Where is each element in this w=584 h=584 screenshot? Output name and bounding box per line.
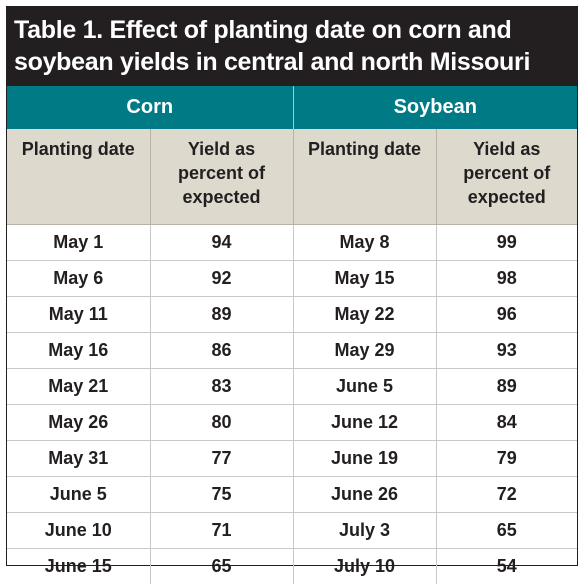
soybean-planting-date-cell: June 26 (293, 477, 436, 513)
corn-yield-cell: 83 (150, 369, 293, 405)
soybean-yield-cell: 99 (436, 225, 577, 261)
group-header-row: Corn Soybean (7, 86, 577, 129)
soybean-planting-date-cell: May 8 (293, 225, 436, 261)
soybean-planting-date-cell: July 10 (293, 549, 436, 584)
soybean-planting-date-cell: June 12 (293, 405, 436, 441)
table-title-line-2: soybean yields in central and north Miss… (14, 46, 569, 78)
corn-planting-date-cell: May 1 (7, 225, 150, 261)
group-header-soybean: Soybean (293, 86, 577, 129)
table-title: Table 1. Effect of planting date on corn… (7, 7, 577, 86)
yield-table: Corn Soybean Planting date Yield as perc… (7, 86, 577, 584)
column-header-row: Planting date Yield as percent of expect… (7, 129, 577, 225)
column-header-corn-planting-date: Planting date (7, 129, 150, 225)
corn-yield-cell: 71 (150, 513, 293, 549)
corn-yield-cell: 80 (150, 405, 293, 441)
soybean-planting-date-cell: June 5 (293, 369, 436, 405)
corn-planting-date-cell: May 11 (7, 297, 150, 333)
soybean-planting-date-cell: May 22 (293, 297, 436, 333)
corn-planting-date-cell: May 16 (7, 333, 150, 369)
corn-planting-date-cell: May 31 (7, 441, 150, 477)
corn-planting-date-cell: June 15 (7, 549, 150, 584)
column-header-corn-yield: Yield as percent of expected (150, 129, 293, 225)
soybean-yield-cell: 98 (436, 261, 577, 297)
soybean-yield-cell: 79 (436, 441, 577, 477)
corn-yield-cell: 86 (150, 333, 293, 369)
soybean-yield-cell: 54 (436, 549, 577, 584)
corn-planting-date-cell: May 6 (7, 261, 150, 297)
corn-planting-date-cell: June 5 (7, 477, 150, 513)
soybean-planting-date-cell: May 15 (293, 261, 436, 297)
column-header-soybean-yield: Yield as percent of expected (436, 129, 577, 225)
corn-planting-date-cell: May 21 (7, 369, 150, 405)
column-header-soybean-planting-date: Planting date (293, 129, 436, 225)
table-container: Table 1. Effect of planting date on corn… (6, 6, 578, 566)
soybean-yield-cell: 96 (436, 297, 577, 333)
table-title-line-1: Table 1. Effect of planting date on corn… (14, 14, 569, 46)
soybean-yield-cell: 65 (436, 513, 577, 549)
corn-planting-date-cell: June 10 (7, 513, 150, 549)
corn-yield-cell: 75 (150, 477, 293, 513)
corn-yield-cell: 65 (150, 549, 293, 584)
soybean-planting-date-cell: June 19 (293, 441, 436, 477)
group-header-corn: Corn (7, 86, 293, 129)
soybean-planting-date-cell: July 3 (293, 513, 436, 549)
corn-yield-cell: 77 (150, 441, 293, 477)
corn-planting-date-cell: May 26 (7, 405, 150, 441)
soybean-yield-cell: 84 (436, 405, 577, 441)
corn-yield-cell: 94 (150, 225, 293, 261)
corn-yield-cell: 92 (150, 261, 293, 297)
soybean-yield-cell: 72 (436, 477, 577, 513)
soybean-yield-cell: 89 (436, 369, 577, 405)
soybean-planting-date-cell: May 29 (293, 333, 436, 369)
soybean-yield-cell: 93 (436, 333, 577, 369)
corn-yield-cell: 89 (150, 297, 293, 333)
